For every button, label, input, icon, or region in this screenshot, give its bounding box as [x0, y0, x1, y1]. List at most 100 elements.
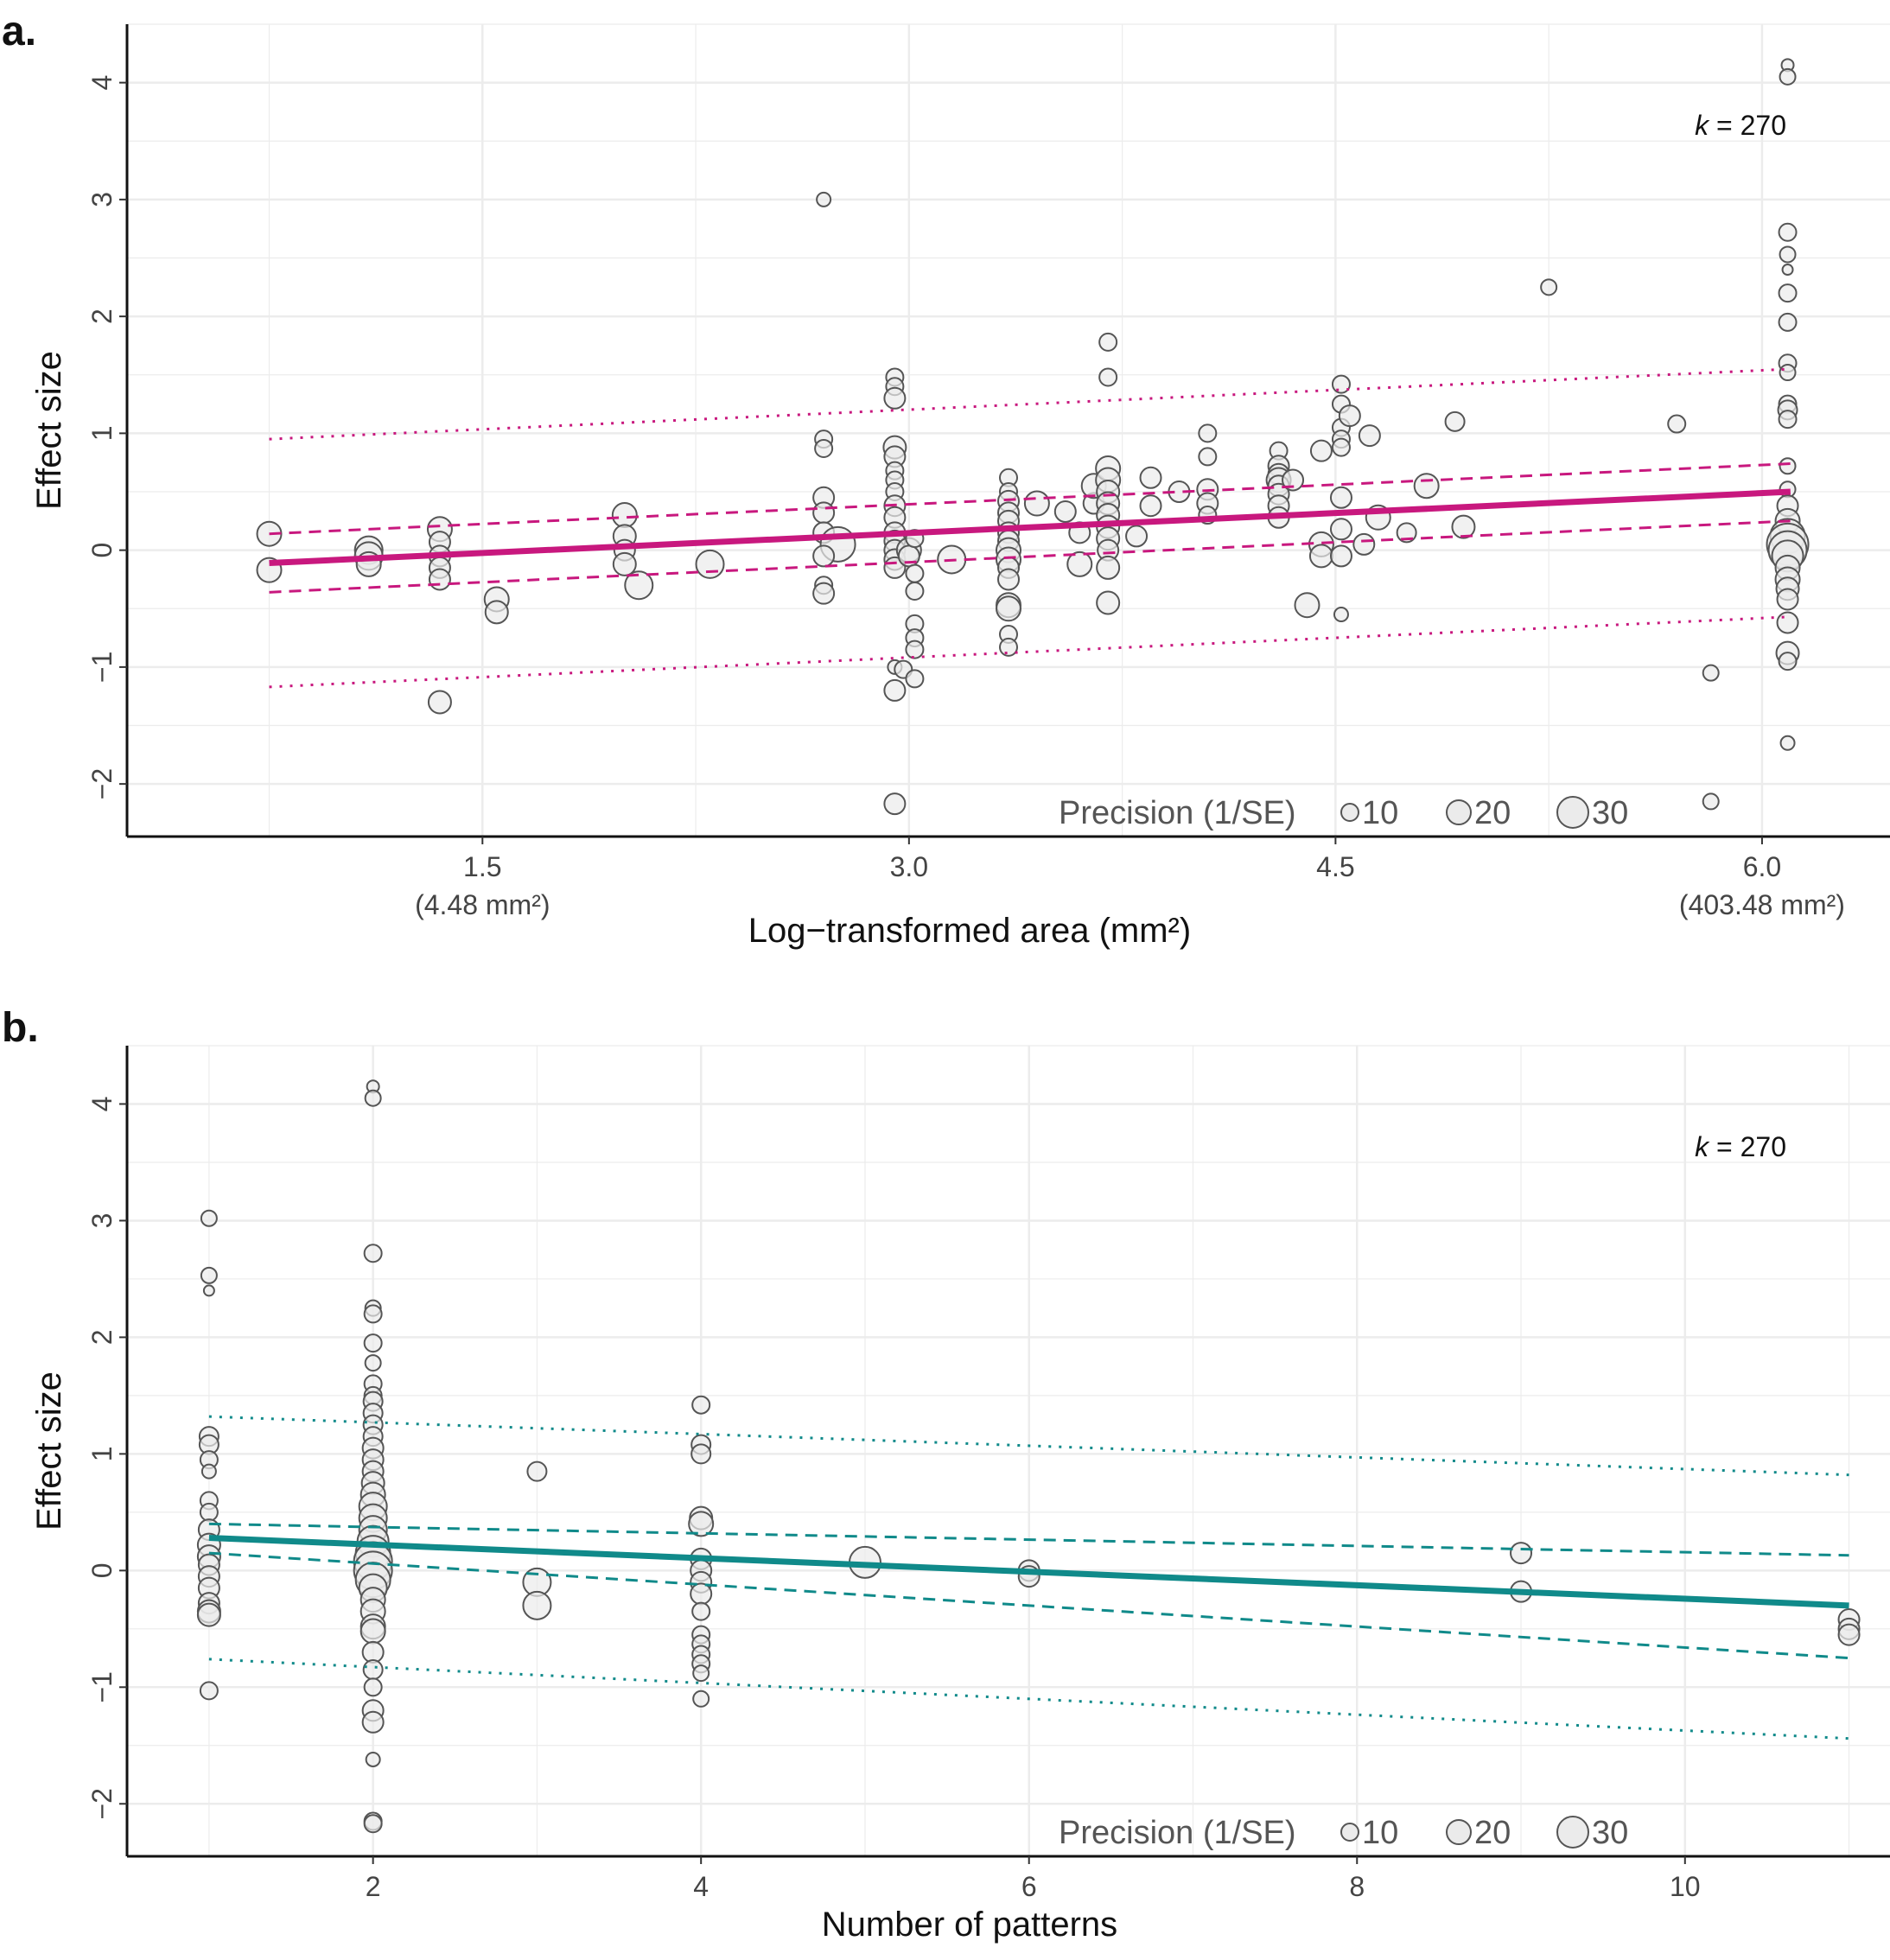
legend-symbol [1340, 803, 1359, 822]
data-point [1779, 67, 1797, 86]
data-point [812, 501, 836, 525]
data-point [427, 690, 452, 715]
data-point [692, 1690, 710, 1708]
legend-symbol [1446, 1819, 1472, 1845]
legend-label: 20 [1474, 1815, 1511, 1851]
data-point [364, 1354, 382, 1372]
data-point [1329, 544, 1352, 568]
data-point [1444, 410, 1466, 432]
data-point [695, 549, 725, 579]
x-tick-label: 6.0 [1743, 851, 1781, 882]
data-point [996, 595, 1021, 622]
data-point [999, 637, 1018, 657]
panel-label: a. [2, 9, 36, 54]
data-point [199, 1681, 219, 1701]
data-point [905, 563, 925, 583]
data-point [691, 1395, 711, 1415]
x-tick-label: 3.0 [890, 851, 928, 882]
chart-panel-b: b. −2 −1 0 1 2 3 4 2 4 6 8 10 Number of patterns Effec… [2, 1005, 1890, 1944]
data-point [905, 640, 925, 659]
x-tick-sublabel: (403.48 mm²) [1679, 889, 1845, 920]
y-tick-label: −2 [86, 768, 118, 799]
y-tick-label: 2 [86, 1330, 118, 1346]
legend-symbol [1446, 799, 1472, 825]
data-point [1023, 490, 1050, 517]
data-point [199, 1502, 219, 1522]
x-tick-label: 10 [1670, 1871, 1701, 1902]
legend-label: 10 [1362, 795, 1398, 831]
y-tick-label: 0 [86, 1562, 118, 1578]
data-point [1125, 525, 1149, 548]
data-point [1308, 544, 1333, 569]
data-point [1779, 364, 1797, 382]
confidence-interval-upper [208, 1522, 1849, 1557]
data-point [1776, 611, 1799, 634]
data-point [1294, 592, 1320, 619]
data-point [1309, 439, 1333, 462]
data-point [812, 544, 836, 568]
data-point [1667, 414, 1687, 434]
sample-size-annotation: k = 270 [1695, 110, 1786, 141]
data-point [1282, 468, 1305, 492]
data-point [1098, 367, 1118, 387]
legend-label: 30 [1592, 795, 1628, 831]
data-point [363, 1304, 383, 1324]
data-point [200, 1209, 218, 1227]
data-point [1778, 312, 1798, 332]
data-point [1333, 607, 1349, 623]
data-point [1329, 518, 1352, 541]
x-axis-title: Number of patterns [822, 1906, 1117, 1944]
legend: Precision (1/SE) 10 20 30 [1059, 795, 1628, 831]
y-tick-label: −1 [86, 1671, 118, 1702]
x-tick-label: 6 [1021, 1871, 1037, 1902]
legend-symbol [1340, 1823, 1359, 1842]
data-point [1198, 423, 1218, 443]
x-axis-title: Log−transformed area (mm²) [748, 912, 1191, 950]
data-point [1098, 332, 1118, 352]
data-point [1837, 1623, 1861, 1646]
legend-symbol [1556, 1816, 1589, 1849]
data-point [1096, 590, 1121, 615]
data-point [611, 502, 638, 529]
data-point [1778, 652, 1798, 671]
data-point [692, 1664, 710, 1683]
prediction-interval-upper [208, 1415, 1849, 1477]
data-point [690, 1582, 713, 1606]
data-point [365, 1751, 381, 1767]
data-point [360, 1618, 386, 1645]
data-point [1779, 457, 1797, 475]
y-tick-label: 4 [86, 75, 118, 91]
data-point [814, 438, 834, 458]
data-point [1358, 424, 1381, 448]
x-tick-label: 4.5 [1316, 851, 1354, 882]
y-axis-title: Effect size [30, 1371, 68, 1530]
data-point [1352, 532, 1376, 556]
legend-symbol [1556, 796, 1589, 829]
data-point [1413, 473, 1440, 500]
data-point [196, 1602, 221, 1627]
y-tick-label: 3 [86, 192, 118, 207]
data-point [1329, 486, 1352, 509]
data-point [428, 568, 451, 591]
x-tick-label: 4 [693, 1871, 709, 1902]
data-point [1778, 410, 1798, 430]
y-tick-label: 1 [86, 1446, 118, 1461]
data-point [1779, 245, 1797, 264]
data-point [883, 678, 907, 702]
y-tick-label: −1 [86, 652, 118, 683]
data-point [363, 1333, 383, 1353]
data-point [691, 1601, 711, 1621]
data-point [1702, 792, 1720, 811]
data-point [1451, 514, 1476, 539]
data-point [361, 1710, 385, 1734]
y-tick-label: 4 [86, 1097, 118, 1112]
sample-size-k: k [1695, 1131, 1716, 1162]
data-point [1778, 283, 1798, 303]
confidence-interval-upper [269, 462, 1791, 536]
data-point [1510, 1542, 1533, 1565]
x-tick-sublabel: (4.48 mm²) [415, 889, 550, 920]
data-point [363, 1677, 383, 1697]
data-point [883, 792, 907, 816]
y-tick-label: 1 [86, 425, 118, 441]
y-tick-label: 3 [86, 1213, 118, 1229]
